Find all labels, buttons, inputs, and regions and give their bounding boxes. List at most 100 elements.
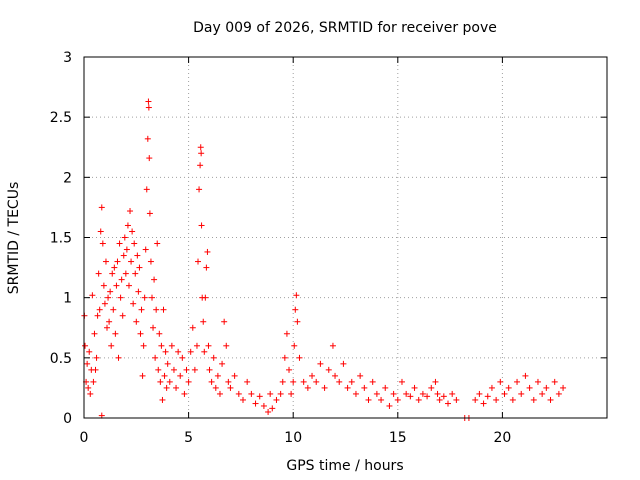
data-point	[382, 384, 389, 391]
data-point	[153, 306, 160, 313]
data-point	[290, 378, 297, 385]
data-point	[225, 378, 232, 385]
data-point	[109, 270, 116, 277]
data-point	[291, 342, 298, 349]
data-point	[163, 384, 170, 391]
data-point	[125, 282, 132, 289]
data-point	[296, 354, 303, 361]
data-point	[122, 270, 129, 277]
data-point	[202, 294, 209, 301]
data-point	[555, 390, 562, 397]
data-point	[361, 384, 368, 391]
data-point	[551, 378, 558, 385]
x-tick-label: 15	[389, 430, 407, 446]
data-point	[89, 292, 96, 299]
data-point	[286, 366, 293, 373]
data-point	[223, 342, 230, 349]
data-point	[151, 276, 158, 283]
data-point	[294, 318, 301, 325]
data-point	[154, 240, 161, 247]
data-point	[134, 252, 141, 259]
data-point	[403, 390, 410, 397]
data-point	[357, 372, 364, 379]
data-point	[336, 378, 343, 385]
data-point	[195, 258, 202, 265]
axis-ticks: 0 5 10 15 20 0 0.5 1 1.5 2 2.5 3	[50, 50, 607, 446]
data-point	[488, 384, 495, 391]
data-point	[256, 393, 263, 400]
data-point	[197, 162, 204, 169]
data-point	[187, 348, 194, 355]
data-point	[152, 354, 159, 361]
data-point	[130, 300, 137, 307]
data-point	[313, 378, 320, 385]
data-point	[212, 384, 219, 391]
data-point	[160, 306, 167, 313]
data-point	[123, 246, 130, 253]
data-point	[107, 288, 114, 295]
data-point	[138, 306, 145, 313]
data-point	[197, 144, 204, 151]
data-point	[104, 324, 111, 331]
data-point	[214, 372, 221, 379]
data-point	[239, 396, 246, 403]
data-point	[352, 390, 359, 397]
data-point	[159, 396, 166, 403]
data-point	[119, 312, 126, 319]
data-point	[235, 390, 242, 397]
data-point	[94, 312, 101, 319]
data-point	[118, 276, 125, 283]
data-point	[106, 318, 113, 325]
data-point	[179, 354, 186, 361]
data-point	[432, 378, 439, 385]
data-point	[543, 384, 550, 391]
data-point	[424, 393, 431, 400]
data-point	[87, 390, 94, 397]
data-point	[124, 222, 131, 229]
data-point	[411, 384, 418, 391]
data-point	[112, 330, 119, 337]
data-point	[321, 384, 328, 391]
data-point	[386, 402, 393, 409]
data-point	[200, 318, 207, 325]
data-point	[273, 396, 280, 403]
data-point	[142, 246, 149, 253]
data-point	[133, 318, 140, 325]
data-point	[92, 366, 99, 373]
data-point	[204, 248, 211, 255]
data-point	[248, 390, 255, 397]
data-point	[277, 390, 284, 397]
data-point	[317, 360, 324, 367]
data-point	[265, 408, 272, 415]
data-point	[480, 400, 487, 407]
data-point	[436, 396, 443, 403]
data-point	[140, 342, 147, 349]
data-point	[193, 342, 200, 349]
data-point	[547, 396, 554, 403]
data-point	[137, 330, 144, 337]
data-point	[98, 204, 105, 211]
data-point	[445, 400, 452, 407]
data-point	[252, 400, 259, 407]
data-point	[216, 390, 223, 397]
data-point	[95, 270, 102, 277]
data-point	[156, 330, 163, 337]
data-point	[208, 378, 215, 385]
x-tick-label: 10	[284, 430, 302, 446]
data-point	[144, 135, 151, 142]
data-point	[434, 390, 441, 397]
y-tick-label: 1	[63, 291, 72, 307]
data-point	[293, 292, 300, 299]
data-point	[170, 366, 177, 373]
data-point	[99, 240, 106, 247]
data-point	[219, 360, 226, 367]
data-point	[96, 306, 103, 313]
data-point	[201, 348, 208, 355]
data-point	[131, 240, 138, 247]
data-point	[522, 372, 529, 379]
data-point	[518, 390, 525, 397]
data-point	[526, 384, 533, 391]
data-point	[514, 378, 521, 385]
data-point	[139, 372, 146, 379]
